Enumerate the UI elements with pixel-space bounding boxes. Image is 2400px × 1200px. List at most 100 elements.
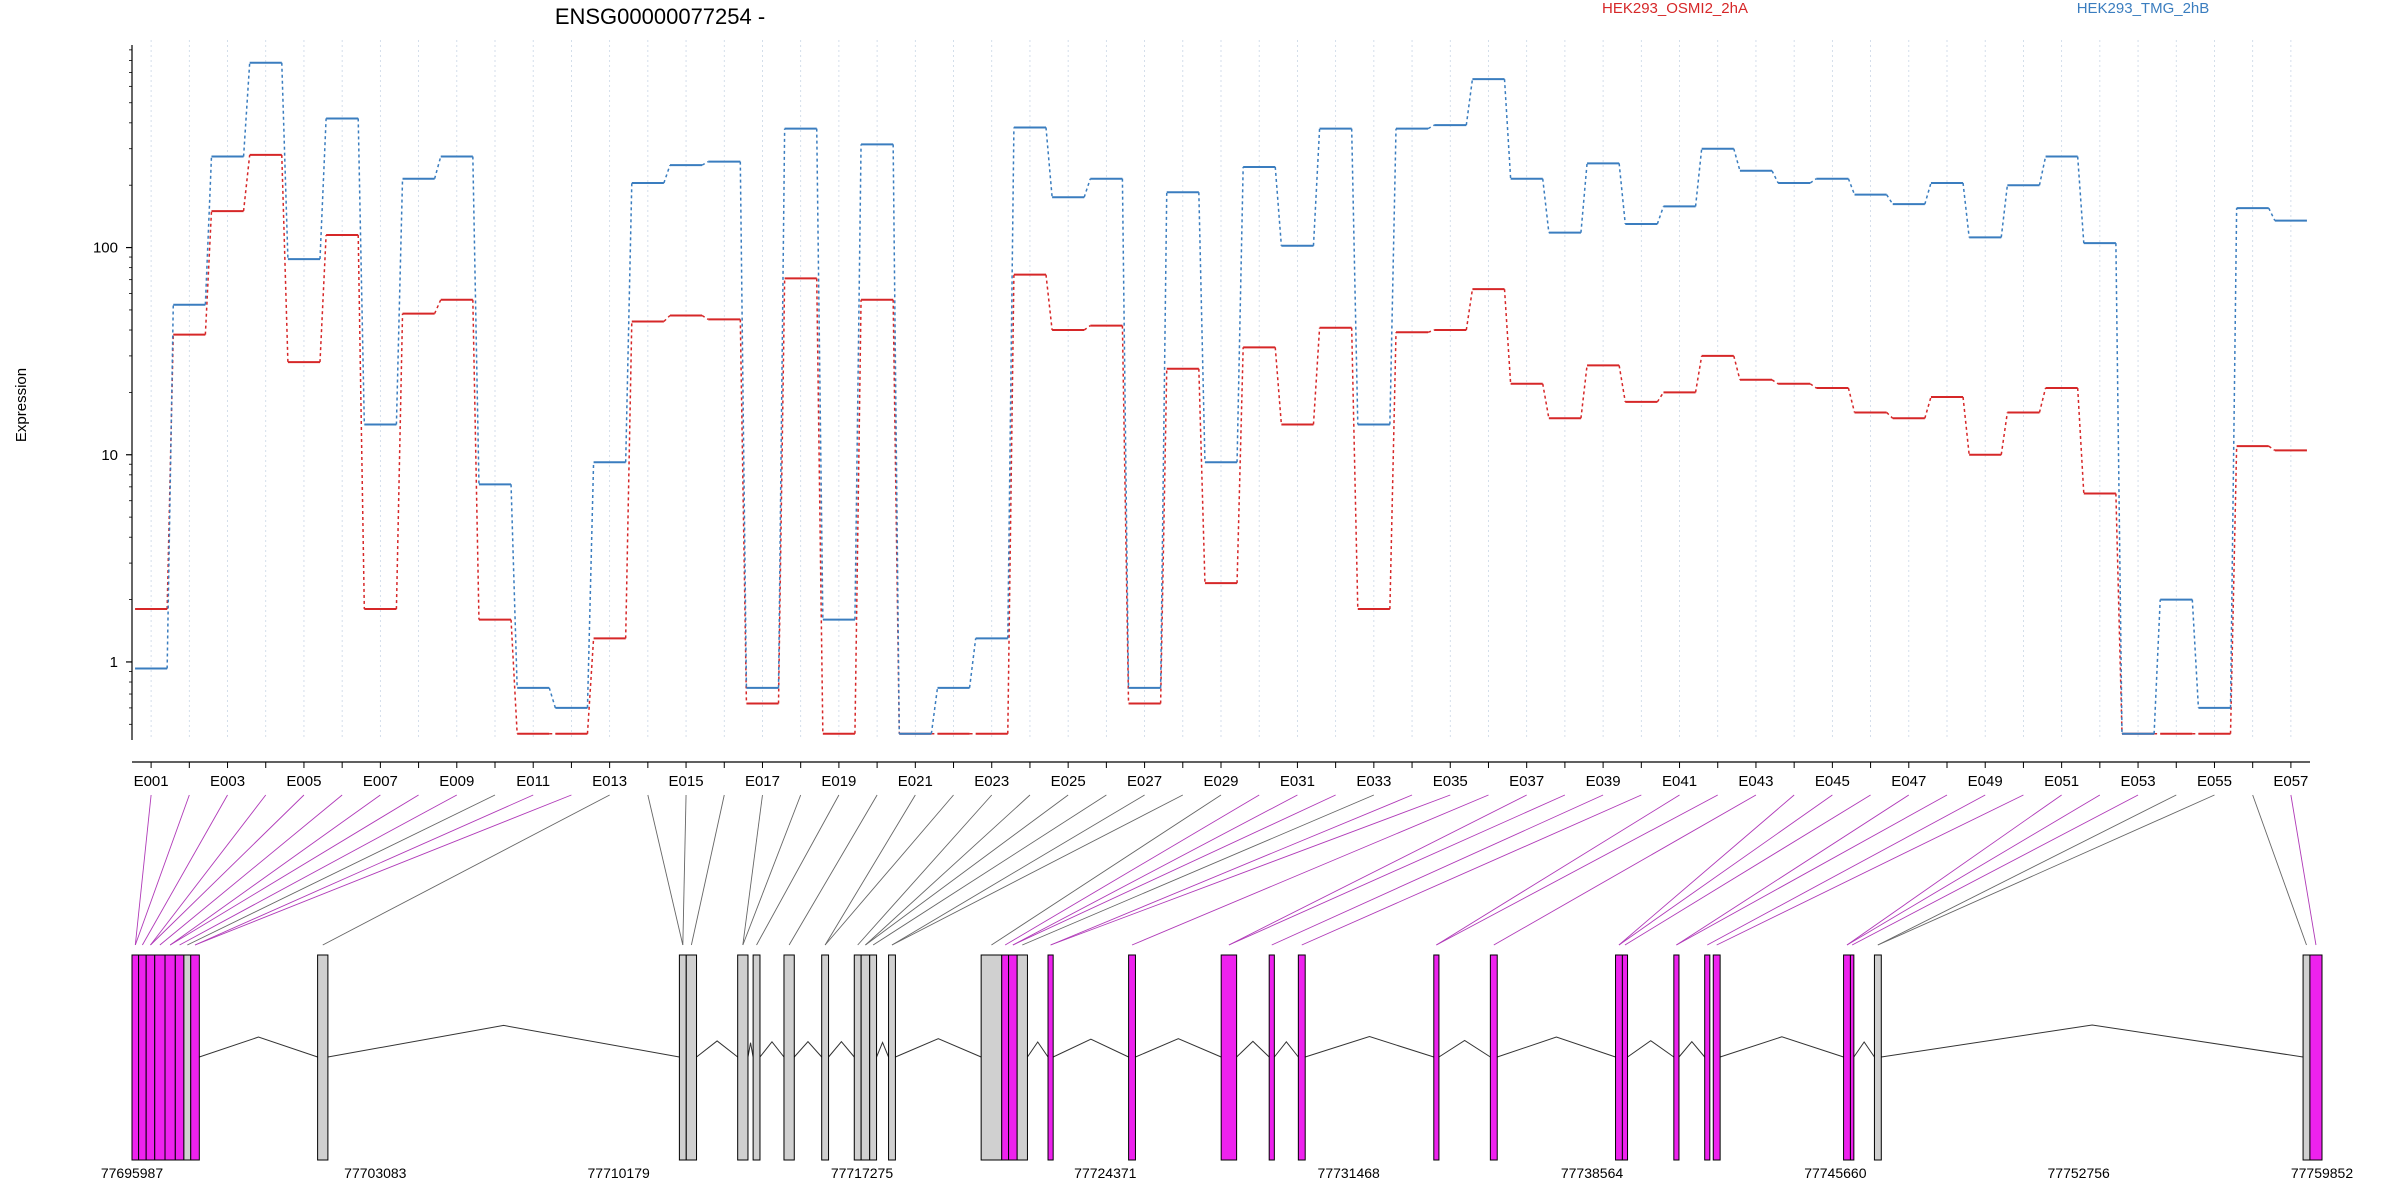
series-2-connector (548, 687, 557, 709)
series-2-connector (2229, 208, 2238, 708)
exon-connector-e001 (134, 794, 152, 946)
x-tick-label-e027: E027 (1127, 773, 1162, 790)
series-1-connector (357, 234, 366, 610)
intron-line (1135, 1038, 1222, 1058)
exon-connector-e026 (872, 794, 1107, 946)
exon-connector-e048 (1676, 794, 1948, 946)
x-tick-label-e011: E011 (516, 773, 550, 790)
series-2-connector (1618, 163, 1627, 225)
exon-box (853, 954, 862, 1161)
exon-connector-e054 (1877, 794, 2177, 946)
series-2-connector (1771, 170, 1779, 184)
series-2-connector (930, 687, 939, 734)
exon-box (164, 954, 176, 1161)
series-2-connector (1427, 124, 1435, 130)
exon-connector-e007 (169, 794, 381, 946)
exon-connector-e003 (141, 794, 228, 946)
series-2-connector (1503, 79, 1512, 179)
series-1-connector (1580, 365, 1588, 419)
x-tick-label-e055: E055 (2197, 773, 2232, 790)
intron-line (747, 1042, 754, 1058)
series-1-connector (1198, 368, 1206, 584)
series-2-connector (892, 144, 901, 734)
exon-box (860, 954, 871, 1161)
series-1-connector (395, 313, 404, 610)
series-2-connector (1465, 79, 1474, 126)
intron-line (696, 1040, 738, 1058)
series-2-connector (968, 638, 977, 688)
exon-box (174, 954, 185, 1161)
exon-box (1621, 954, 1629, 1161)
legend-series-1: HEK293_OSMI2_2hA (1602, 0, 1748, 17)
series-2-connector (395, 178, 404, 425)
exon-box (980, 954, 1003, 1161)
series-2-connector (204, 156, 213, 305)
series-2-connector (1198, 192, 1206, 463)
expression-series (135, 61, 2307, 735)
x-tick-label-e045: E045 (1815, 773, 1850, 790)
intron-line (828, 1040, 855, 1058)
series-1-connector (472, 299, 480, 620)
x-tick-label-e015: E015 (669, 773, 704, 790)
exon-connector-e056 (2252, 794, 2307, 946)
intron-line (199, 1036, 318, 1058)
coordinate-label: 77703083 (344, 1165, 407, 1181)
series-2-connector (1045, 127, 1053, 198)
x-tick-label-e039: E039 (1586, 773, 1621, 790)
exon-box (888, 954, 896, 1161)
series-2-connector (777, 128, 786, 688)
series-2-connector (472, 156, 480, 485)
x-tick-label-e005: E005 (286, 773, 321, 790)
exon-connector-e039 (1271, 794, 1604, 946)
exon-box (1849, 954, 1855, 1161)
exon-box (1873, 954, 1882, 1161)
series-1-connector (1159, 368, 1168, 704)
exon-connector-e020 (788, 794, 878, 946)
exon-box (752, 954, 761, 1161)
exon-connector-e017 (742, 794, 763, 946)
exon-connector-e052 (1846, 794, 2101, 946)
exon-connector-e019 (756, 794, 840, 946)
exon-connector-e025 (865, 794, 1069, 946)
series-1-connector (2076, 387, 2085, 494)
series-2-connector (624, 182, 633, 463)
coordinate-label: 77717275 (831, 1165, 894, 1181)
series-1-connector (1618, 365, 1627, 402)
exon-connector-e037 (1228, 794, 1527, 946)
exon-connector-e004 (150, 794, 267, 946)
exon-connector-e033 (1022, 794, 1375, 946)
exon-connector-e021 (824, 794, 916, 946)
intron-line (1627, 1040, 1675, 1058)
series-2-connector (2268, 207, 2276, 221)
exon-box (2302, 954, 2311, 1161)
x-tick-label-e053: E053 (2121, 773, 2156, 790)
series-1-connector (1656, 391, 1665, 403)
x-tick-label-e023: E023 (974, 773, 1009, 790)
exon-box (1047, 954, 1054, 1161)
exon-box (154, 954, 166, 1161)
series-1-connector (2038, 387, 2047, 413)
exon-connector-e028 (891, 794, 1183, 946)
exon-connector-e053 (1851, 794, 2139, 946)
exon-connector-e043 (1493, 794, 1757, 946)
series-2-connector (1656, 206, 1665, 225)
genomic-coordinate-axis: 77695987 77703083 77710179 77717275 77724371… (101, 1165, 2354, 1181)
series-1-connector (1886, 411, 1894, 419)
series-1-connector (854, 299, 862, 734)
exon-box (1712, 954, 1721, 1161)
intron-line (1305, 1036, 1434, 1058)
x-tick-label-e007: E007 (363, 773, 398, 790)
coordinate-label: 77724371 (1074, 1165, 1137, 1181)
exon-connector-e005 (150, 794, 305, 946)
exon-connector-e044 (1618, 794, 1795, 946)
exon-box (1433, 954, 1440, 1161)
series-2-connector (815, 128, 824, 620)
exon-box (2309, 954, 2323, 1161)
exon-box (1843, 954, 1851, 1161)
exon-connector-e013 (322, 794, 610, 946)
series-1-connector (1541, 383, 1550, 419)
series-1-connector (1389, 332, 1397, 610)
series-1-connector (1924, 396, 1932, 419)
x-tick-label-e051: E051 (2044, 773, 2079, 790)
coordinate-label: 77752756 (2048, 1165, 2111, 1181)
